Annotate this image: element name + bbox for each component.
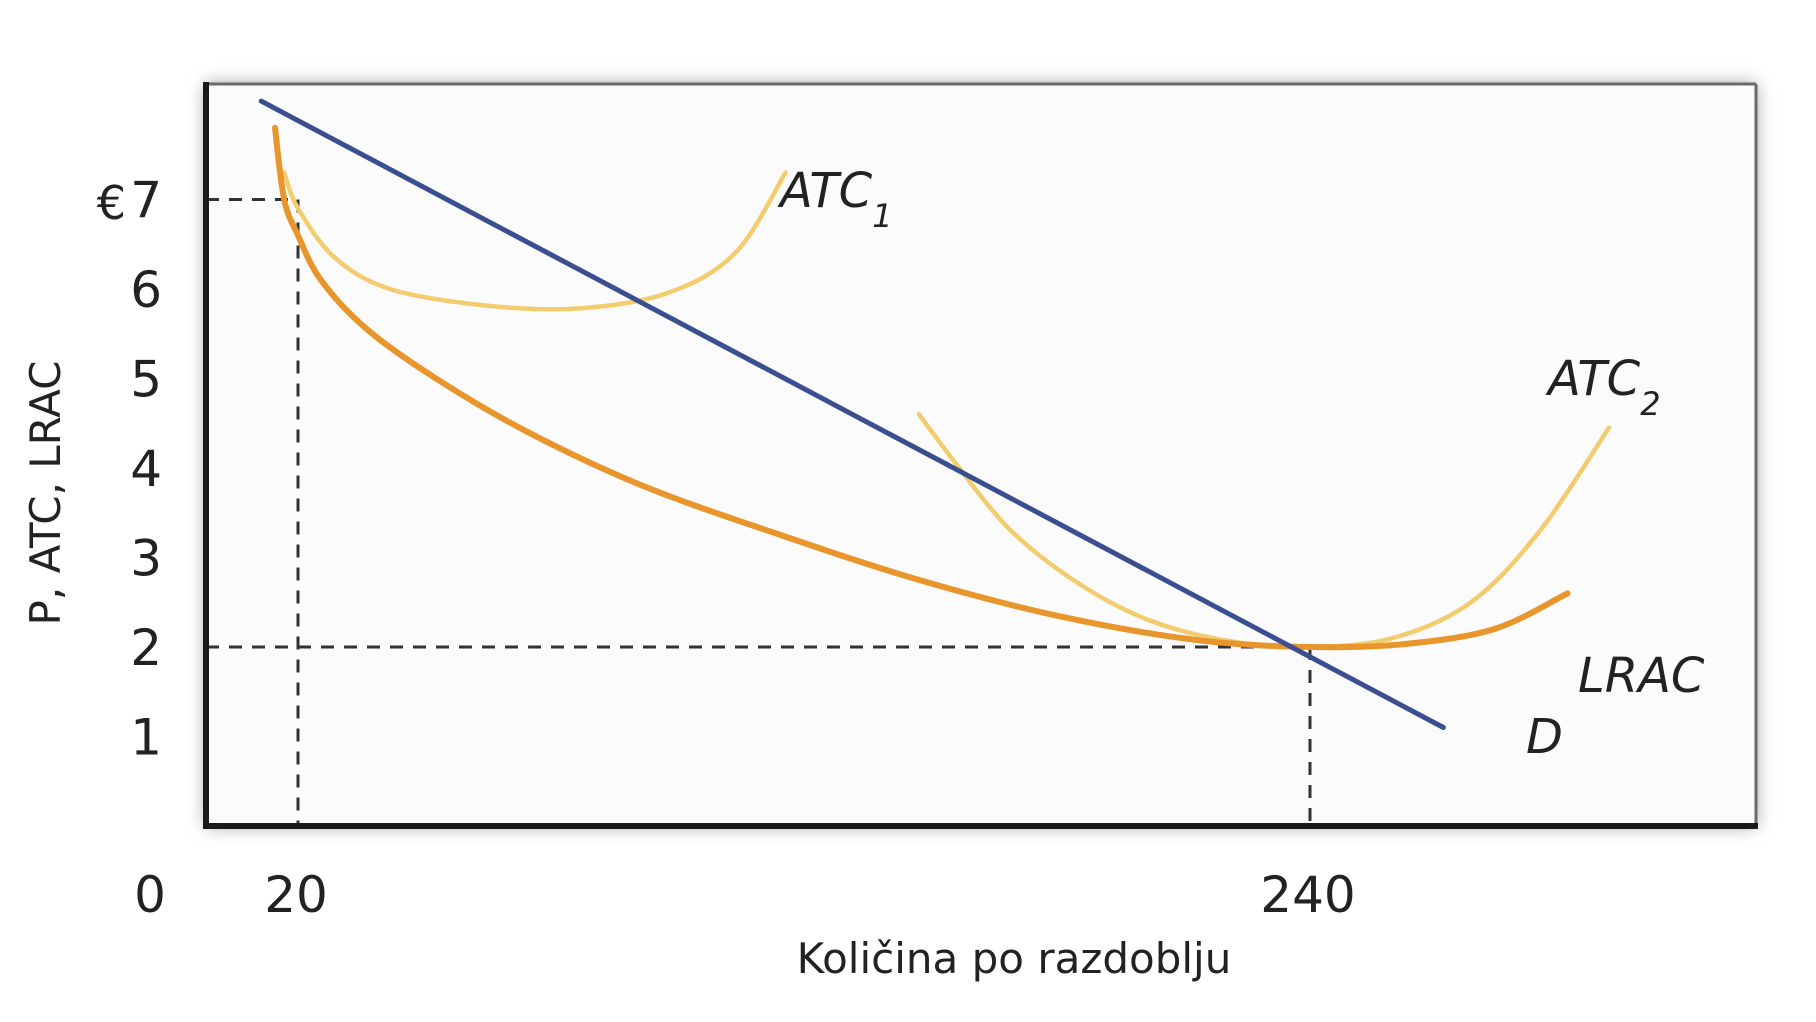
curve-labels: ATC1 ATC2 LRAC D — [777, 163, 1705, 765]
x-origin-label: 0 — [134, 866, 166, 924]
x-axis-title: Količina po razdoblju — [797, 934, 1232, 983]
atc2-label: ATC2 — [1545, 351, 1661, 423]
y-tick-label-1: 1 — [130, 709, 162, 767]
atc2-label-main: ATC — [1545, 351, 1641, 407]
y-tick-label-2: 2 — [130, 619, 162, 677]
curves-group — [258, 98, 1612, 730]
curve-lrac — [272, 124, 1571, 651]
y-tick-label-5: 5 — [130, 351, 162, 409]
y-tick-label-4: 4 — [130, 440, 162, 498]
demand-label: D — [1526, 709, 1563, 765]
x-tick-label-240: 240 — [1260, 866, 1355, 924]
lrac-label: LRAC — [1578, 648, 1705, 704]
y-tick-label-3: 3 — [130, 530, 162, 588]
y-tick-labels: 1 2 3 4 5 6 7 — [130, 172, 162, 767]
currency-symbol: € — [97, 176, 126, 230]
atc1-label-main: ATC — [777, 163, 873, 219]
curve-d — [258, 98, 1446, 730]
atc2-label-sub: 2 — [1640, 385, 1660, 423]
atc1-label-sub: 1 — [872, 197, 892, 235]
curve-atc1 — [281, 170, 788, 312]
y-tick-label-7: 7 — [130, 172, 162, 230]
x-tick-label-20: 20 — [264, 866, 328, 924]
x-tick-labels: 20 240 — [264, 866, 1356, 924]
y-axis-title: P, ATC, LRAC — [21, 361, 70, 626]
y-tick-label-6: 6 — [130, 261, 162, 319]
atc1-label: ATC1 — [777, 163, 893, 235]
